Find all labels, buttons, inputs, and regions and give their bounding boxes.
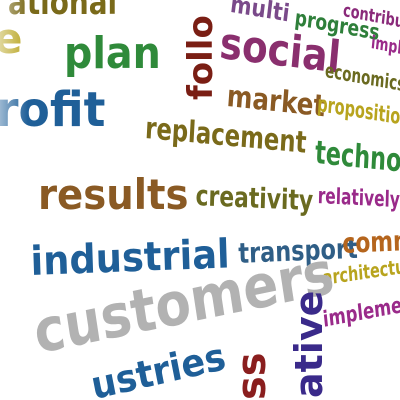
word-social: social <box>217 18 343 84</box>
word-follo: follo <box>181 15 221 100</box>
word-propositio: propositio <box>316 92 400 131</box>
word-ative: ative <box>287 290 331 398</box>
word-e: e <box>0 14 23 63</box>
word-creativity: creativity <box>195 179 314 218</box>
word-ss: ss <box>229 352 275 400</box>
word-plan: plan <box>64 28 161 79</box>
word-market: market <box>225 79 327 125</box>
word-impl: impl <box>370 32 400 59</box>
word-technolo: technolo <box>314 133 400 182</box>
word-rofit: rofit <box>0 82 106 138</box>
word-comm: comm <box>341 223 400 260</box>
word-results: results <box>38 170 189 219</box>
word-ational: ational <box>8 0 118 23</box>
word-relatively: relatively <box>317 184 400 214</box>
word-economics: economics <box>324 58 400 97</box>
word-replacement: replacement <box>144 111 308 161</box>
